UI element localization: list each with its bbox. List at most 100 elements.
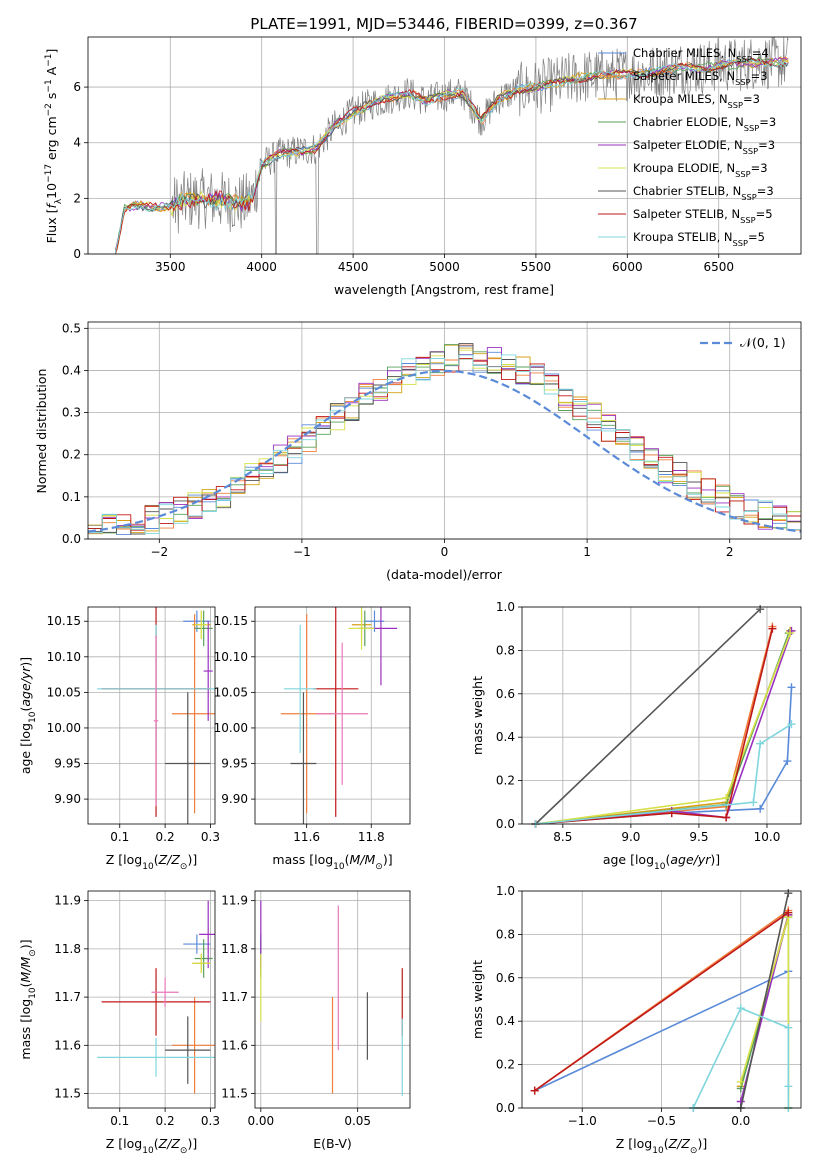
weight-line — [535, 632, 790, 825]
x-tick-label: 0.3 — [201, 1114, 220, 1128]
age-vs-Z-frame — [87, 606, 216, 825]
x-tick-label: 4000 — [246, 260, 277, 274]
residual-step-line — [88, 354, 801, 535]
y-tick-label: 10.10 — [214, 650, 248, 664]
weight-marker — [768, 624, 777, 633]
weight-marker — [784, 1082, 793, 1091]
x-tick-label: 0.0 — [731, 1114, 750, 1128]
spectrum-model-line — [115, 57, 789, 251]
legend-label: Chabrier STELIB, NSSP=3 — [633, 184, 774, 202]
y-tick-label: 11.9 — [221, 894, 248, 908]
weight-marker — [736, 1004, 745, 1013]
x-tick-label: 6500 — [703, 260, 734, 274]
y-tick-label: 0 — [73, 247, 81, 261]
weight-marker — [783, 757, 792, 766]
weight-marker — [756, 804, 765, 813]
y-tick-label: 11.7 — [54, 990, 81, 1004]
y-tick-label: 0.4 — [62, 363, 81, 377]
x-axis-label: Z [log10(Z/Z⊙)] — [106, 1136, 197, 1156]
x-axis-label: wavelength [Angstrom, rest frame] — [334, 282, 554, 297]
y-tick-label: 0.2 — [62, 448, 81, 462]
y-axis-label: mass [log10(M/M⊙)] — [18, 939, 38, 1059]
x-axis-label: mass [log10(M/M⊙)] — [272, 852, 392, 872]
spectrum-lines — [115, 37, 789, 254]
y-tick-label: 0.2 — [496, 1058, 515, 1072]
mass-vs-Z-points — [97, 900, 215, 1094]
x-tick-label: 8.5 — [553, 830, 572, 844]
weight-marker — [530, 1086, 539, 1095]
legend-label: 𝒩(0, 1) — [740, 335, 786, 350]
x-tick-label: 11.8 — [358, 830, 385, 844]
legend-label: Salpeter MILES, NSSP=3 — [633, 69, 768, 87]
age-vs-Z-points — [97, 607, 215, 824]
x-tick-label: 11.6 — [293, 830, 320, 844]
weight-vs-age-series — [531, 605, 796, 828]
y-tick-label: 0.8 — [496, 927, 515, 941]
y-axis-label: Flux [fλ10−17 erg cm−2 s−1 A−1] — [44, 49, 64, 244]
x-tick-label: 1 — [583, 545, 591, 559]
residuals-frame — [87, 321, 802, 540]
weight-marker — [749, 798, 758, 807]
x-tick-label: 0.05 — [344, 1114, 371, 1128]
y-tick-label: 10.05 — [214, 685, 248, 699]
y-tick-label: 0.8 — [496, 643, 515, 657]
spectrum-axes: 3500 4000 4500 5000 5500 6000 6500 0 2 4 6 — [73, 37, 801, 274]
age-vs-mass-frame — [254, 606, 411, 825]
y-tick-label: 0.0 — [62, 532, 81, 546]
weight-marker — [784, 1023, 793, 1032]
spectrum-model-line — [115, 57, 789, 254]
x-tick-label: 0.00 — [247, 1114, 274, 1128]
x-tick-label: −2 — [150, 545, 168, 559]
legend-label: Salpeter ELODIE, NSSP=3 — [633, 138, 775, 156]
weight-marker — [756, 739, 765, 748]
mass-vs-Z-axes: 0.1 0.2 0.3 11.5 11.6 11.7 11.8 11.9 — [54, 891, 220, 1128]
weight-line — [535, 632, 791, 825]
weight-marker — [784, 889, 793, 898]
y-tick-label: 10.00 — [47, 721, 81, 735]
spectrum-model-line — [115, 56, 789, 254]
legend-label: Kroupa STELIB, NSSP=5 — [633, 230, 765, 248]
y-tick-label: 0.1 — [62, 490, 81, 504]
x-tick-label: 0.1 — [110, 830, 129, 844]
y-tick-label: 9.90 — [221, 792, 248, 806]
spectrum-model-line — [115, 59, 789, 254]
y-tick-label: 4 — [73, 136, 81, 150]
y-tick-label: 0.0 — [496, 817, 515, 831]
legend-label: Chabrier ELODIE, NSSP=3 — [633, 115, 776, 133]
mass-vs-ebv-points — [260, 900, 403, 1096]
spectrum-legend: Chabrier MILES, NSSP=4 Salpeter MILES, NS… — [598, 46, 776, 248]
x-axis-label: Z [log10(Z/Z⊙)] — [106, 852, 197, 872]
legend-label: Salpeter STELIB, NSSP=5 — [633, 207, 773, 225]
x-tick-label: 0.2 — [156, 1114, 175, 1128]
weight-marker — [756, 605, 765, 614]
spectrum-data-line — [115, 37, 789, 254]
x-tick-label: 4500 — [338, 260, 369, 274]
y-tick-label: 11.9 — [54, 894, 81, 908]
weight-line — [535, 628, 774, 825]
weight-line — [535, 630, 791, 825]
spectrum-model-line — [115, 56, 789, 254]
y-tick-label: 0.0 — [496, 1101, 515, 1115]
weight-marker — [722, 793, 731, 802]
y-axis-label: mass weight — [470, 960, 485, 1039]
y-axis-label: age [log10(age/yr)] — [18, 657, 38, 774]
y-tick-label: 2 — [73, 191, 81, 205]
x-tick-label: −1 — [293, 545, 311, 559]
legend-label: Chabrier MILES, NSSP=4 — [633, 46, 769, 64]
normal-curve — [88, 369, 801, 533]
x-tick-label: 2 — [726, 545, 734, 559]
mass-vs-ebv-axes: 0.00 0.05 11.5 11.6 11.7 11.8 11.9 — [221, 891, 410, 1128]
y-tick-label: 10.15 — [214, 614, 248, 628]
weight-marker — [736, 1077, 745, 1086]
y-tick-label: 0.2 — [496, 774, 515, 788]
age-vs-Z-axes: 0.1 0.2 0.3 9.90 9.95 10.00 10.05 10.10 10.15 — [47, 607, 220, 844]
weight-marker — [786, 629, 795, 638]
weight-line — [534, 912, 789, 1092]
weight-marker — [722, 813, 731, 822]
x-tick-label: 5000 — [429, 260, 460, 274]
weight-marker — [787, 683, 796, 692]
x-axis-label: (data-model)/error — [386, 567, 503, 582]
x-tick-label: 0.3 — [201, 830, 220, 844]
weight-vs-Z-frame — [521, 890, 802, 1109]
y-tick-label: 10.15 — [47, 614, 81, 628]
